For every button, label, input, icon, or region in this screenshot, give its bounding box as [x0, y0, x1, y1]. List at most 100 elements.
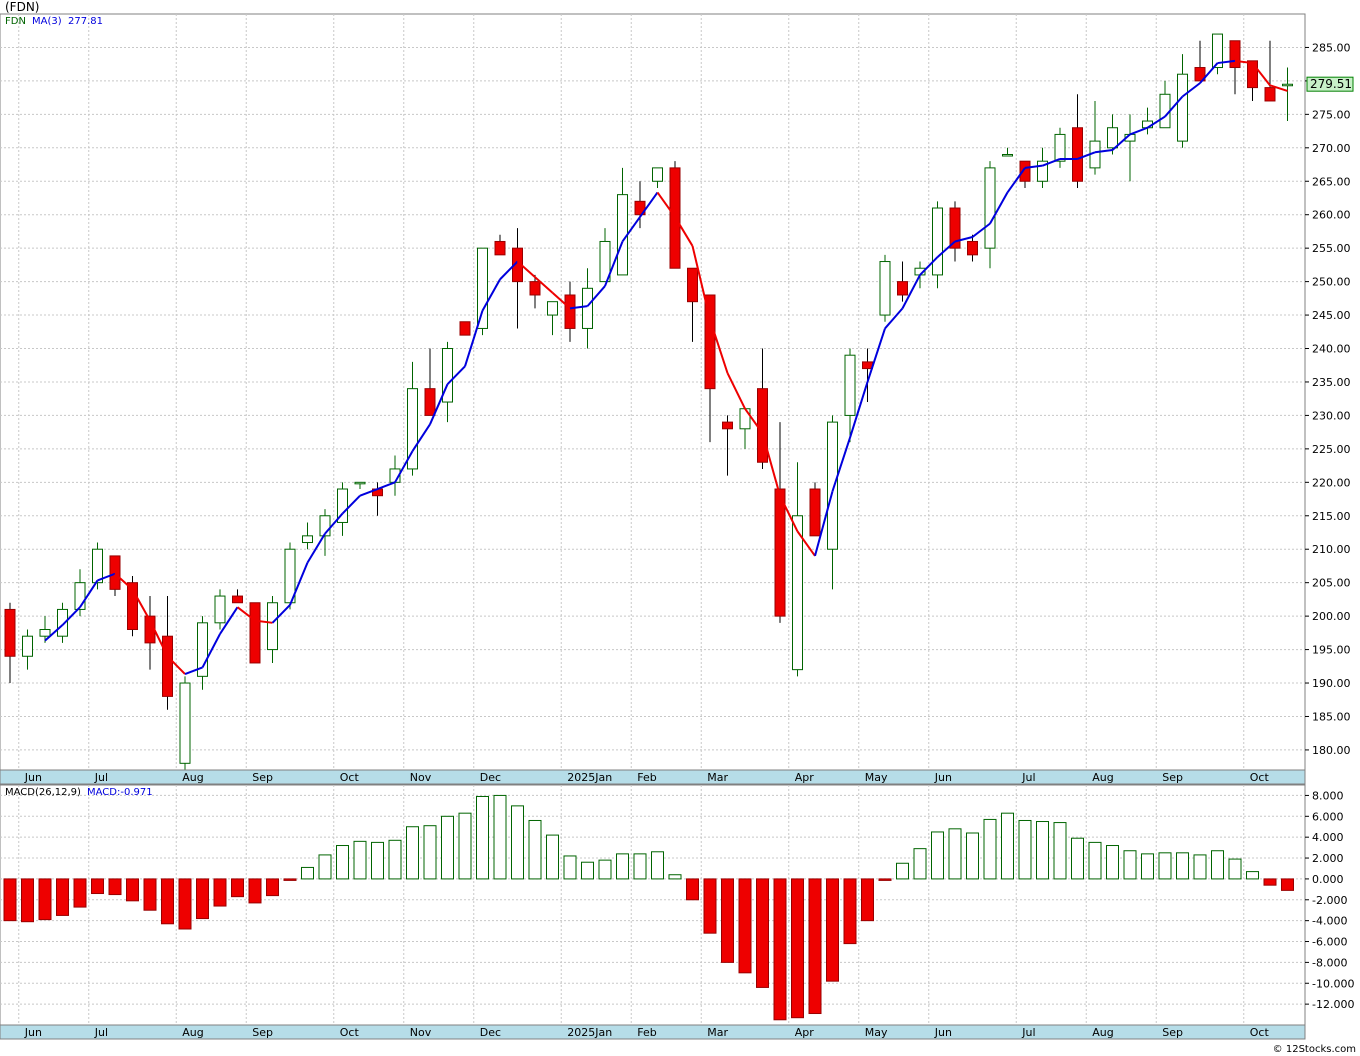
month-label: Mar	[707, 771, 728, 784]
ma-segment	[429, 383, 449, 425]
macd-bar	[738, 878, 752, 974]
candle-body	[582, 287, 593, 329]
macd-bar	[406, 826, 419, 880]
ma-segment	[166, 655, 186, 675]
price-tick-label: 285.00	[1312, 41, 1351, 54]
ma-segment	[236, 606, 256, 622]
macd-bar	[21, 878, 34, 923]
month-label: Feb	[637, 771, 656, 784]
ma-segment	[271, 604, 291, 624]
ma-segment	[394, 450, 414, 483]
macd-bar	[423, 825, 437, 880]
ma-segment	[761, 432, 781, 496]
candle	[214, 589, 226, 630]
candle-body	[1177, 73, 1188, 142]
chart-header-symbol: (FDN)	[5, 0, 39, 14]
legend-symbol: FDN	[5, 16, 26, 27]
candle-body	[459, 321, 471, 336]
macd-tick-label: 6.000	[1312, 810, 1344, 823]
macd-bar	[546, 834, 559, 880]
macd-bar	[248, 878, 262, 904]
month-label: Dec	[480, 771, 501, 784]
ma-segment	[901, 274, 921, 309]
candle	[1107, 114, 1118, 155]
candle-body	[57, 608, 68, 637]
macd-legend-value: MACD:-0.971	[87, 787, 153, 798]
candle-body	[232, 595, 243, 604]
price-tick-label: 275.00	[1312, 108, 1351, 121]
month-label: Mar	[707, 1026, 728, 1039]
legend-ma-label: MA(3)	[32, 16, 62, 27]
macd-bar	[528, 819, 542, 880]
candle-body	[319, 515, 331, 537]
month-label: Aug	[182, 771, 203, 784]
macd-bar	[843, 878, 857, 945]
macd-bar	[73, 878, 87, 908]
candle-body	[827, 421, 838, 550]
price-tick-label: 245.00	[1312, 309, 1351, 322]
candle	[22, 629, 33, 670]
macd-bar	[1281, 878, 1294, 891]
candle-body	[879, 261, 891, 316]
macd-bar	[948, 828, 962, 880]
macd-bar	[91, 878, 104, 895]
ma-segment	[971, 222, 991, 238]
price-tick-label: 220.00	[1312, 476, 1351, 489]
candle	[477, 247, 488, 336]
candle-body	[599, 240, 611, 283]
macd-tick-label: -4.000	[1312, 915, 1347, 928]
ma-segment	[1164, 95, 1184, 118]
macd-bar	[178, 878, 192, 930]
candle-body	[407, 388, 418, 470]
macd-bar	[651, 851, 664, 880]
macd-bar	[458, 812, 472, 880]
price-month-axis	[0, 769, 1306, 785]
candle	[1054, 127, 1066, 168]
month-label: Feb	[637, 1026, 656, 1039]
candle-body	[39, 629, 51, 637]
ma-segment	[726, 372, 746, 410]
macd-bar	[1001, 812, 1014, 880]
month-label: May	[865, 771, 888, 784]
candle-body	[687, 267, 698, 303]
candle	[179, 676, 191, 770]
macd-bar	[441, 815, 454, 880]
candle-body	[932, 207, 943, 276]
macd-tick-label: -12.000	[1312, 998, 1354, 1011]
macd-bar	[1158, 852, 1172, 880]
month-label: 2025Jan	[567, 1026, 612, 1039]
candle	[1282, 67, 1293, 122]
ma-segment	[639, 191, 659, 218]
month-label: 2025Jan	[567, 771, 612, 784]
candle-body	[267, 602, 278, 651]
candle-body	[809, 488, 821, 537]
price-tick-label: 200.00	[1312, 610, 1351, 623]
macd-bar	[703, 878, 717, 934]
month-label: Dec	[480, 1026, 501, 1039]
ma-segment	[131, 588, 151, 622]
macd-legend: MACD(26,12,9) MACD:-0.971	[5, 787, 153, 798]
ma-segment	[656, 191, 676, 218]
macd-bar	[861, 878, 874, 922]
candle-body	[984, 167, 996, 249]
candle	[354, 481, 366, 490]
ma-segment	[1077, 151, 1096, 160]
ma-segment	[744, 408, 764, 434]
ma-segment	[411, 423, 431, 452]
month-label: Aug	[182, 1026, 203, 1039]
macd-bar	[511, 805, 524, 880]
macd-bar	[266, 878, 279, 897]
macd-tick-label: -6.000	[1312, 936, 1347, 949]
month-label: Oct	[1250, 1026, 1270, 1039]
macd-tick-label: 2.000	[1312, 852, 1344, 865]
macd-bar	[161, 878, 174, 925]
month-label: May	[865, 1026, 888, 1039]
ma-segment	[201, 633, 221, 668]
ma-segment	[989, 191, 1009, 225]
macd-bar	[686, 878, 699, 901]
candle	[932, 201, 943, 289]
candle-body	[74, 582, 86, 610]
macd-bar	[126, 878, 139, 902]
candle-body	[1107, 127, 1118, 149]
